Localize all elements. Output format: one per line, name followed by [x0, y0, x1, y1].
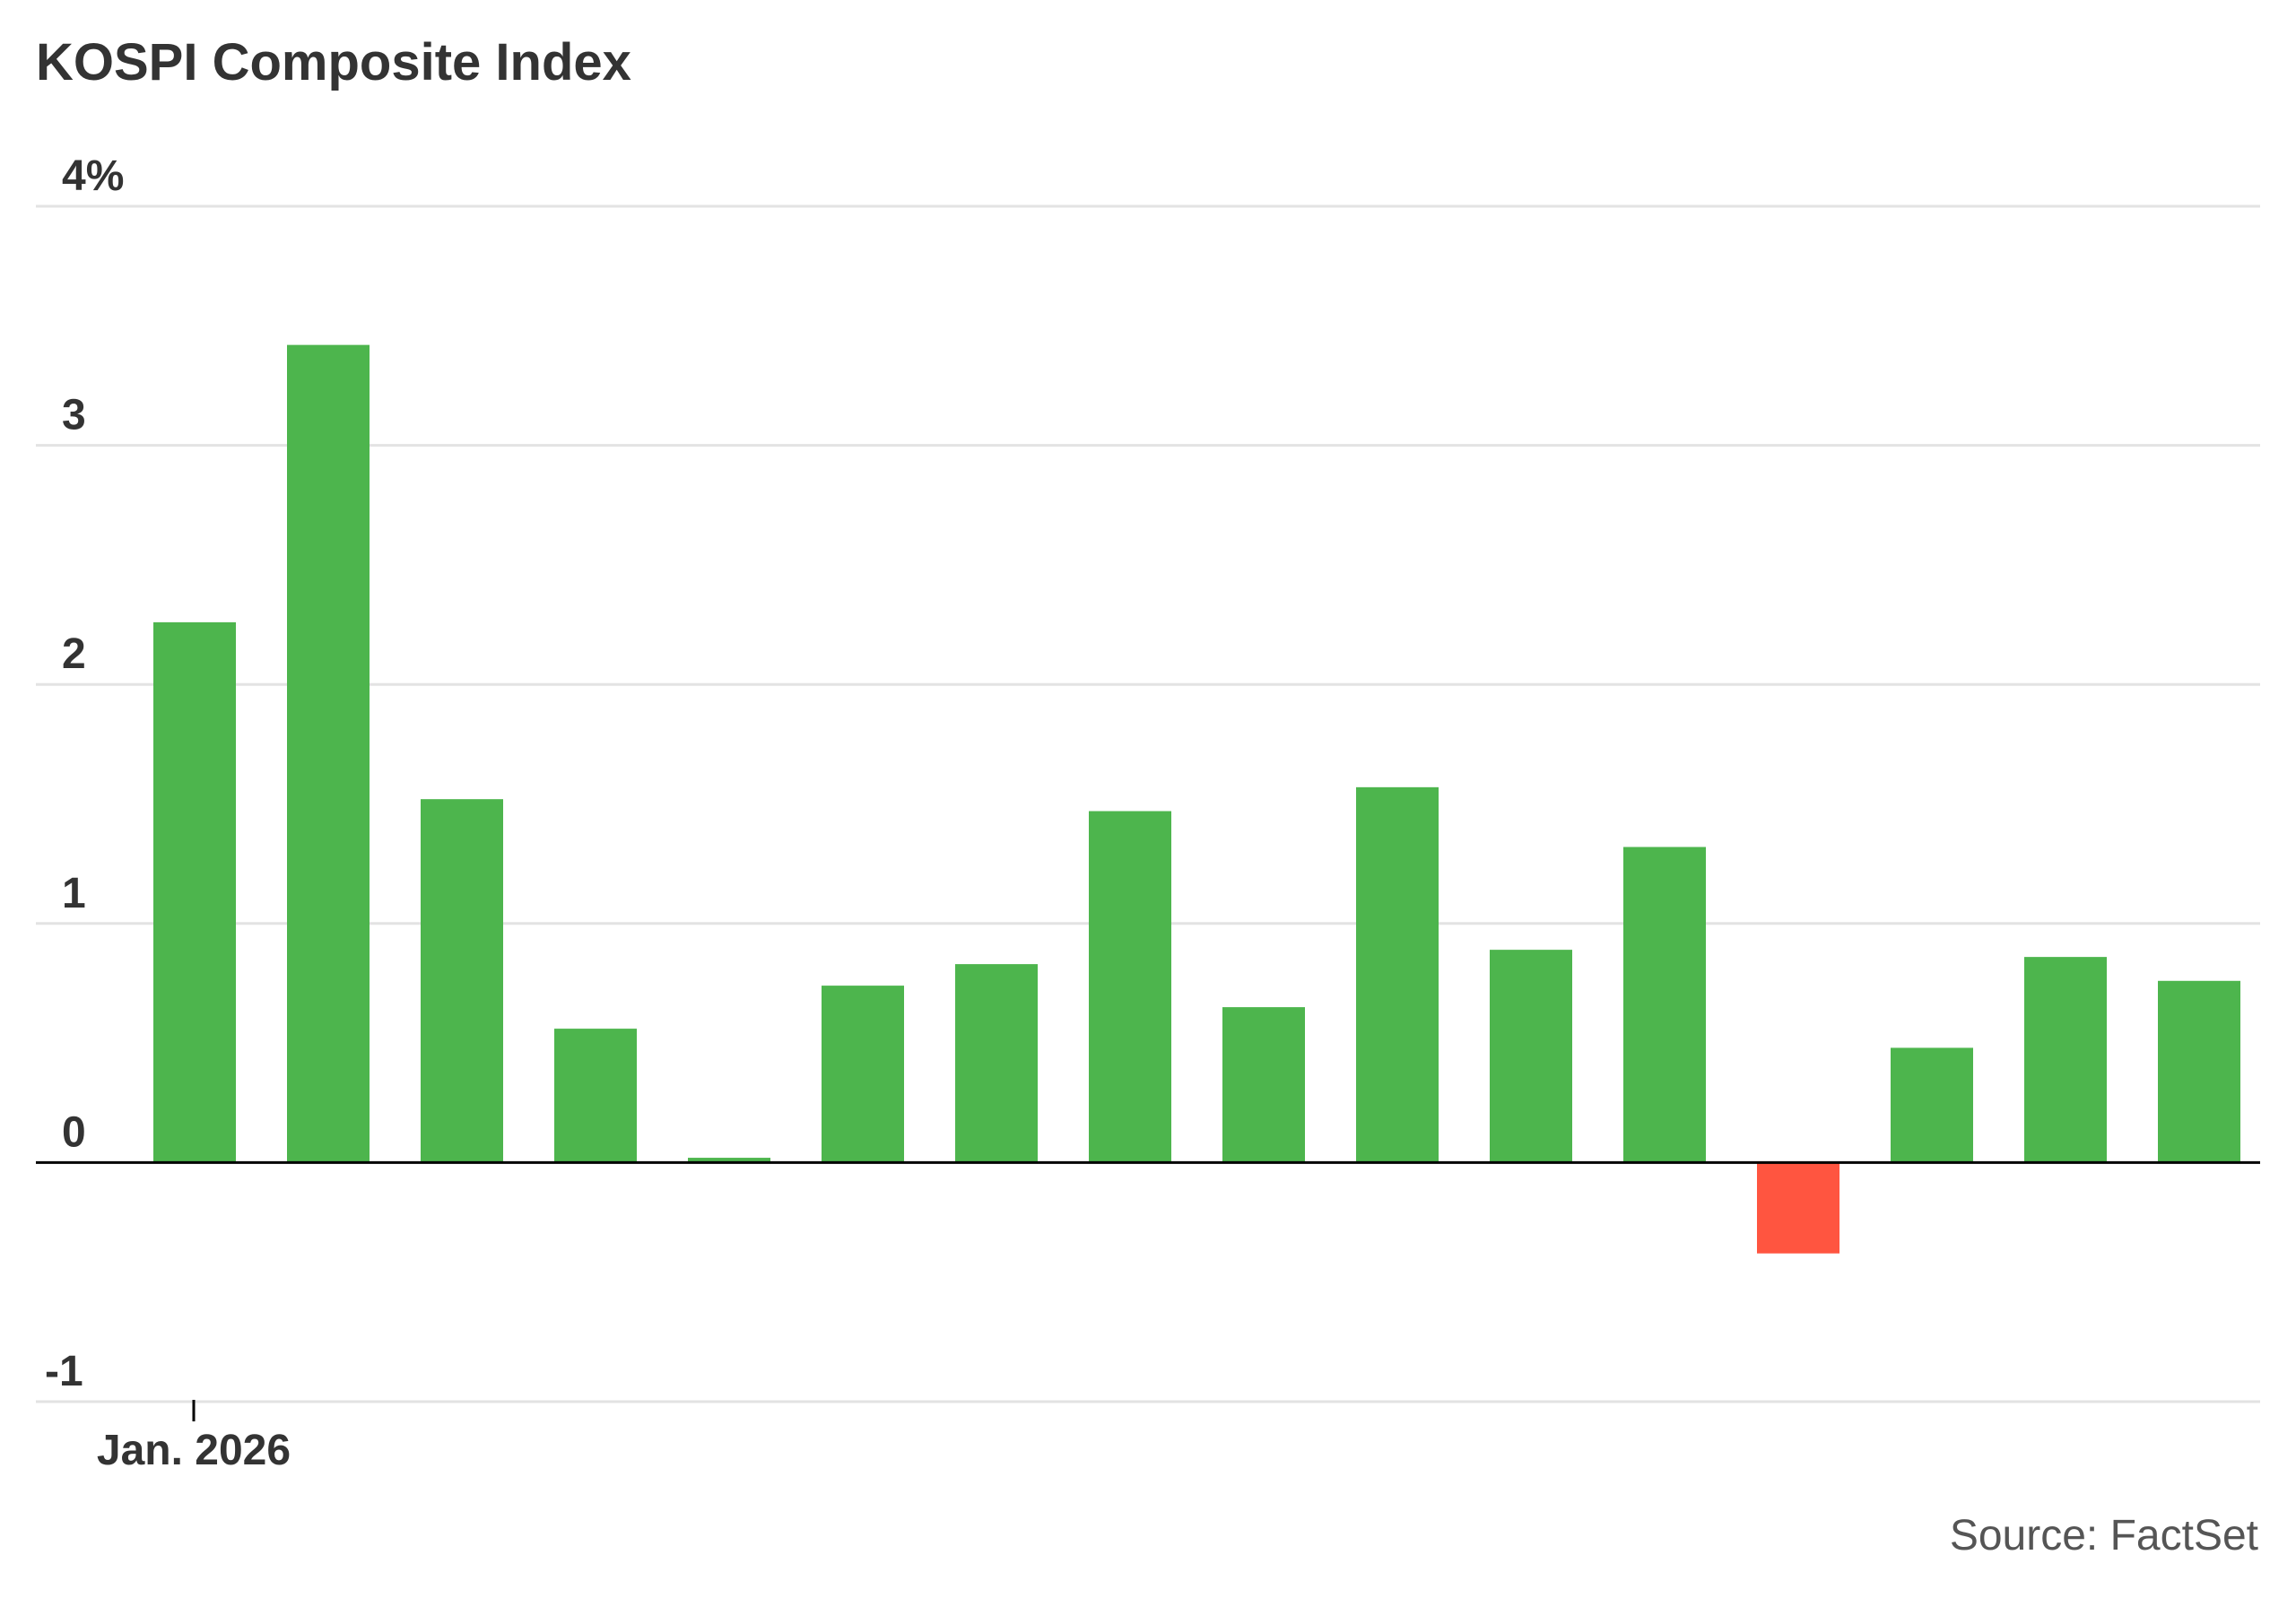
x-axis: Jan. 2026	[97, 1400, 291, 1474]
y-tick-label: -1	[45, 1348, 83, 1395]
bar	[1356, 786, 1439, 1163]
bar	[153, 621, 236, 1163]
chart-title: KOSPI Composite Index	[36, 33, 631, 91]
y-tick-label: 4%	[62, 152, 124, 200]
bar	[287, 344, 370, 1163]
y-axis-tick-labels: 4% 3 2 1 0 -1	[45, 152, 124, 1395]
y-tick-label: 1	[62, 870, 86, 917]
bar	[1891, 1047, 1973, 1163]
y-tick-label: 0	[62, 1108, 86, 1156]
bars	[153, 344, 2240, 1254]
y-tick-label: 3	[62, 392, 86, 439]
bar	[2024, 957, 2107, 1163]
bar	[421, 799, 503, 1163]
bar	[688, 1158, 770, 1163]
x-tick-label: Jan. 2026	[97, 1427, 291, 1474]
bar	[1757, 1162, 1839, 1254]
bar	[1490, 950, 1572, 1163]
y-tick-label: 2	[62, 630, 86, 678]
bar	[1222, 1007, 1305, 1163]
bar	[955, 964, 1038, 1163]
bar	[1089, 811, 1171, 1163]
bar	[2158, 980, 2240, 1163]
source-note: Source: FactSet	[1949, 1512, 2258, 1559]
bar	[822, 986, 904, 1163]
bar	[1623, 847, 1706, 1163]
bar	[554, 1029, 637, 1163]
